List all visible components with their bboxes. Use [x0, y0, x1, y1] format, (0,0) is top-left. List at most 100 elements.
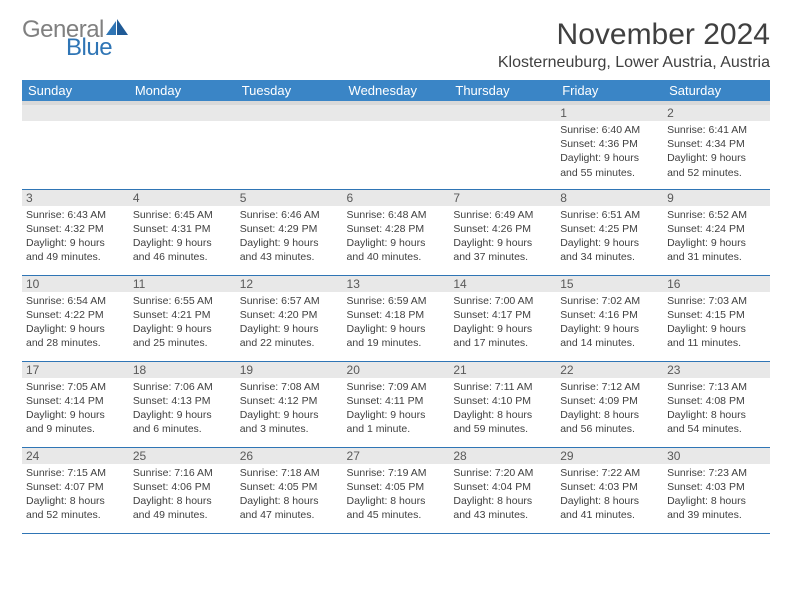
day-number: 25 — [129, 448, 236, 464]
calendar-day-cell: 18Sunrise: 7:06 AMSunset: 4:13 PMDayligh… — [129, 361, 236, 447]
day-number: 2 — [663, 105, 770, 121]
calendar-day-cell — [343, 103, 450, 189]
calendar-day-cell: 3 Sunrise: 6:43 AMSunset: 4:32 PMDaylight… — [22, 189, 129, 275]
calendar-day-cell: 23 Sunrise: 7:13 AMSunset: 4:08 PMDayligh… — [663, 361, 770, 447]
weekday-header: Friday — [556, 80, 663, 103]
title-block: November 2024 Klosterneuburg, Lower Aust… — [498, 18, 770, 72]
day-number: 21 — [449, 362, 556, 378]
day-info: Sunrise: 7:11 AMSunset: 4:10 PMDaylight:… — [453, 380, 552, 437]
day-info: Sunrise: 7:20 AMSunset: 4:04 PMDaylight:… — [453, 466, 552, 523]
day-info: Sunrise: 6:52 AMSunset: 4:24 PMDaylight:… — [667, 208, 766, 265]
calendar-day-cell: 12 Sunrise: 6:57 AMSunset: 4:20 PMDayligh… — [236, 275, 343, 361]
day-info: Sunrise: 7:08 AMSunset: 4:12 PMDaylight:… — [240, 380, 339, 437]
day-number: 16 — [663, 276, 770, 292]
calendar-day-cell: 10 Sunrise: 6:54 AMSunset: 4:22 PMDayligh… — [22, 275, 129, 361]
calendar-day-cell: 21 Sunrise: 7:11 AMSunset: 4:10 PMDayligh… — [449, 361, 556, 447]
calendar-day-cell: 20 Sunrise: 7:09 AMSunset: 4:11 PMDayligh… — [343, 361, 450, 447]
calendar-day-cell: 22Sunrise: 7:12 AMSunset: 4:09 PMDayligh… — [556, 361, 663, 447]
calendar-day-cell: 19 Sunrise: 7:08 AMSunset: 4:12 PMDayligh… — [236, 361, 343, 447]
calendar-week-row: 24Sunrise: 7:15 AMSunset: 4:07 PMDayligh… — [22, 447, 770, 533]
day-number: 13 — [343, 276, 450, 292]
weekday-header: Monday — [129, 80, 236, 103]
calendar-day-cell: 7 Sunrise: 6:49 AMSunset: 4:26 PMDaylight… — [449, 189, 556, 275]
day-info: Sunrise: 7:12 AMSunset: 4:09 PMDaylight:… — [560, 380, 659, 437]
day-number-empty — [129, 105, 236, 121]
calendar-week-row: 10 Sunrise: 6:54 AMSunset: 4:22 PMDayligh… — [22, 275, 770, 361]
calendar-day-cell — [449, 103, 556, 189]
day-number: 23 — [663, 362, 770, 378]
day-number: 7 — [449, 190, 556, 206]
day-info: Sunrise: 7:09 AMSunset: 4:11 PMDaylight:… — [347, 380, 446, 437]
day-number: 3 — [22, 190, 129, 206]
day-number-empty — [449, 105, 556, 121]
calendar-day-cell: 1Sunrise: 6:40 AMSunset: 4:36 PMDaylight… — [556, 103, 663, 189]
month-title: November 2024 — [498, 18, 770, 52]
day-info: Sunrise: 7:03 AMSunset: 4:15 PMDaylight:… — [667, 294, 766, 351]
calendar-day-cell — [22, 103, 129, 189]
location: Klosterneuburg, Lower Austria, Austria — [498, 54, 770, 72]
calendar-day-cell: 14 Sunrise: 7:00 AMSunset: 4:17 PMDayligh… — [449, 275, 556, 361]
day-number: 19 — [236, 362, 343, 378]
calendar-day-cell: 25 Sunrise: 7:16 AMSunset: 4:06 PMDayligh… — [129, 447, 236, 533]
day-info: Sunrise: 7:05 AMSunset: 4:14 PMDaylight:… — [26, 380, 125, 437]
calendar-day-cell: 8 Sunrise: 6:51 AMSunset: 4:25 PMDaylight… — [556, 189, 663, 275]
day-info: Sunrise: 6:55 AMSunset: 4:21 PMDaylight:… — [133, 294, 232, 351]
day-number: 17 — [22, 362, 129, 378]
day-info: Sunrise: 6:41 AMSunset: 4:34 PMDaylight:… — [667, 123, 766, 180]
day-info: Sunrise: 7:19 AMSunset: 4:05 PMDaylight:… — [347, 466, 446, 523]
day-info: Sunrise: 6:40 AMSunset: 4:36 PMDaylight:… — [560, 123, 659, 180]
calendar-week-row: 1Sunrise: 6:40 AMSunset: 4:36 PMDaylight… — [22, 103, 770, 189]
day-number: 5 — [236, 190, 343, 206]
day-info: Sunrise: 7:13 AMSunset: 4:08 PMDaylight:… — [667, 380, 766, 437]
weekday-header: Wednesday — [343, 80, 450, 103]
calendar-day-cell: 5 Sunrise: 6:46 AMSunset: 4:29 PMDaylight… — [236, 189, 343, 275]
calendar-day-cell — [236, 103, 343, 189]
calendar-table: SundayMondayTuesdayWednesdayThursdayFrid… — [22, 80, 770, 534]
day-info: Sunrise: 6:57 AMSunset: 4:20 PMDaylight:… — [240, 294, 339, 351]
calendar-day-cell: 9 Sunrise: 6:52 AMSunset: 4:24 PMDaylight… — [663, 189, 770, 275]
calendar-day-cell: 28 Sunrise: 7:20 AMSunset: 4:04 PMDayligh… — [449, 447, 556, 533]
day-info: Sunrise: 6:48 AMSunset: 4:28 PMDaylight:… — [347, 208, 446, 265]
day-info: Sunrise: 6:49 AMSunset: 4:26 PMDaylight:… — [453, 208, 552, 265]
day-info: Sunrise: 6:46 AMSunset: 4:29 PMDaylight:… — [240, 208, 339, 265]
weekday-header: Sunday — [22, 80, 129, 103]
calendar-day-cell: 13 Sunrise: 6:59 AMSunset: 4:18 PMDayligh… — [343, 275, 450, 361]
day-number-empty — [343, 105, 450, 121]
day-number: 30 — [663, 448, 770, 464]
day-info: Sunrise: 6:51 AMSunset: 4:25 PMDaylight:… — [560, 208, 659, 265]
day-info: Sunrise: 6:59 AMSunset: 4:18 PMDaylight:… — [347, 294, 446, 351]
day-info: Sunrise: 7:18 AMSunset: 4:05 PMDaylight:… — [240, 466, 339, 523]
day-number-empty — [236, 105, 343, 121]
day-info: Sunrise: 6:43 AMSunset: 4:32 PMDaylight:… — [26, 208, 125, 265]
day-number: 9 — [663, 190, 770, 206]
day-number: 8 — [556, 190, 663, 206]
calendar-day-cell: 11 Sunrise: 6:55 AMSunset: 4:21 PMDayligh… — [129, 275, 236, 361]
calendar-header-row: SundayMondayTuesdayWednesdayThursdayFrid… — [22, 80, 770, 103]
calendar-day-cell: 26Sunrise: 7:18 AMSunset: 4:05 PMDayligh… — [236, 447, 343, 533]
day-number: 29 — [556, 448, 663, 464]
logo-text-blue: Blue — [66, 36, 128, 60]
calendar-day-cell: 17 Sunrise: 7:05 AMSunset: 4:14 PMDayligh… — [22, 361, 129, 447]
day-number: 6 — [343, 190, 450, 206]
calendar-day-cell — [129, 103, 236, 189]
day-info: Sunrise: 7:06 AMSunset: 4:13 PMDaylight:… — [133, 380, 232, 437]
day-number: 4 — [129, 190, 236, 206]
day-info: Sunrise: 7:16 AMSunset: 4:06 PMDaylight:… — [133, 466, 232, 523]
day-info: Sunrise: 7:00 AMSunset: 4:17 PMDaylight:… — [453, 294, 552, 351]
calendar-day-cell: 16 Sunrise: 7:03 AMSunset: 4:15 PMDayligh… — [663, 275, 770, 361]
day-number: 11 — [129, 276, 236, 292]
day-number: 28 — [449, 448, 556, 464]
day-info: Sunrise: 7:15 AMSunset: 4:07 PMDaylight:… — [26, 466, 125, 523]
calendar-day-cell: 2 Sunrise: 6:41 AMSunset: 4:34 PMDaylight… — [663, 103, 770, 189]
day-number: 15 — [556, 276, 663, 292]
day-info: Sunrise: 7:23 AMSunset: 4:03 PMDaylight:… — [667, 466, 766, 523]
day-number: 20 — [343, 362, 450, 378]
day-number: 14 — [449, 276, 556, 292]
weekday-header: Saturday — [663, 80, 770, 103]
calendar-week-row: 17 Sunrise: 7:05 AMSunset: 4:14 PMDayligh… — [22, 361, 770, 447]
day-info: Sunrise: 7:02 AMSunset: 4:16 PMDaylight:… — [560, 294, 659, 351]
day-info: Sunrise: 6:54 AMSunset: 4:22 PMDaylight:… — [26, 294, 125, 351]
calendar-day-cell: 4Sunrise: 6:45 AMSunset: 4:31 PMDaylight… — [129, 189, 236, 275]
day-number: 12 — [236, 276, 343, 292]
day-number: 10 — [22, 276, 129, 292]
